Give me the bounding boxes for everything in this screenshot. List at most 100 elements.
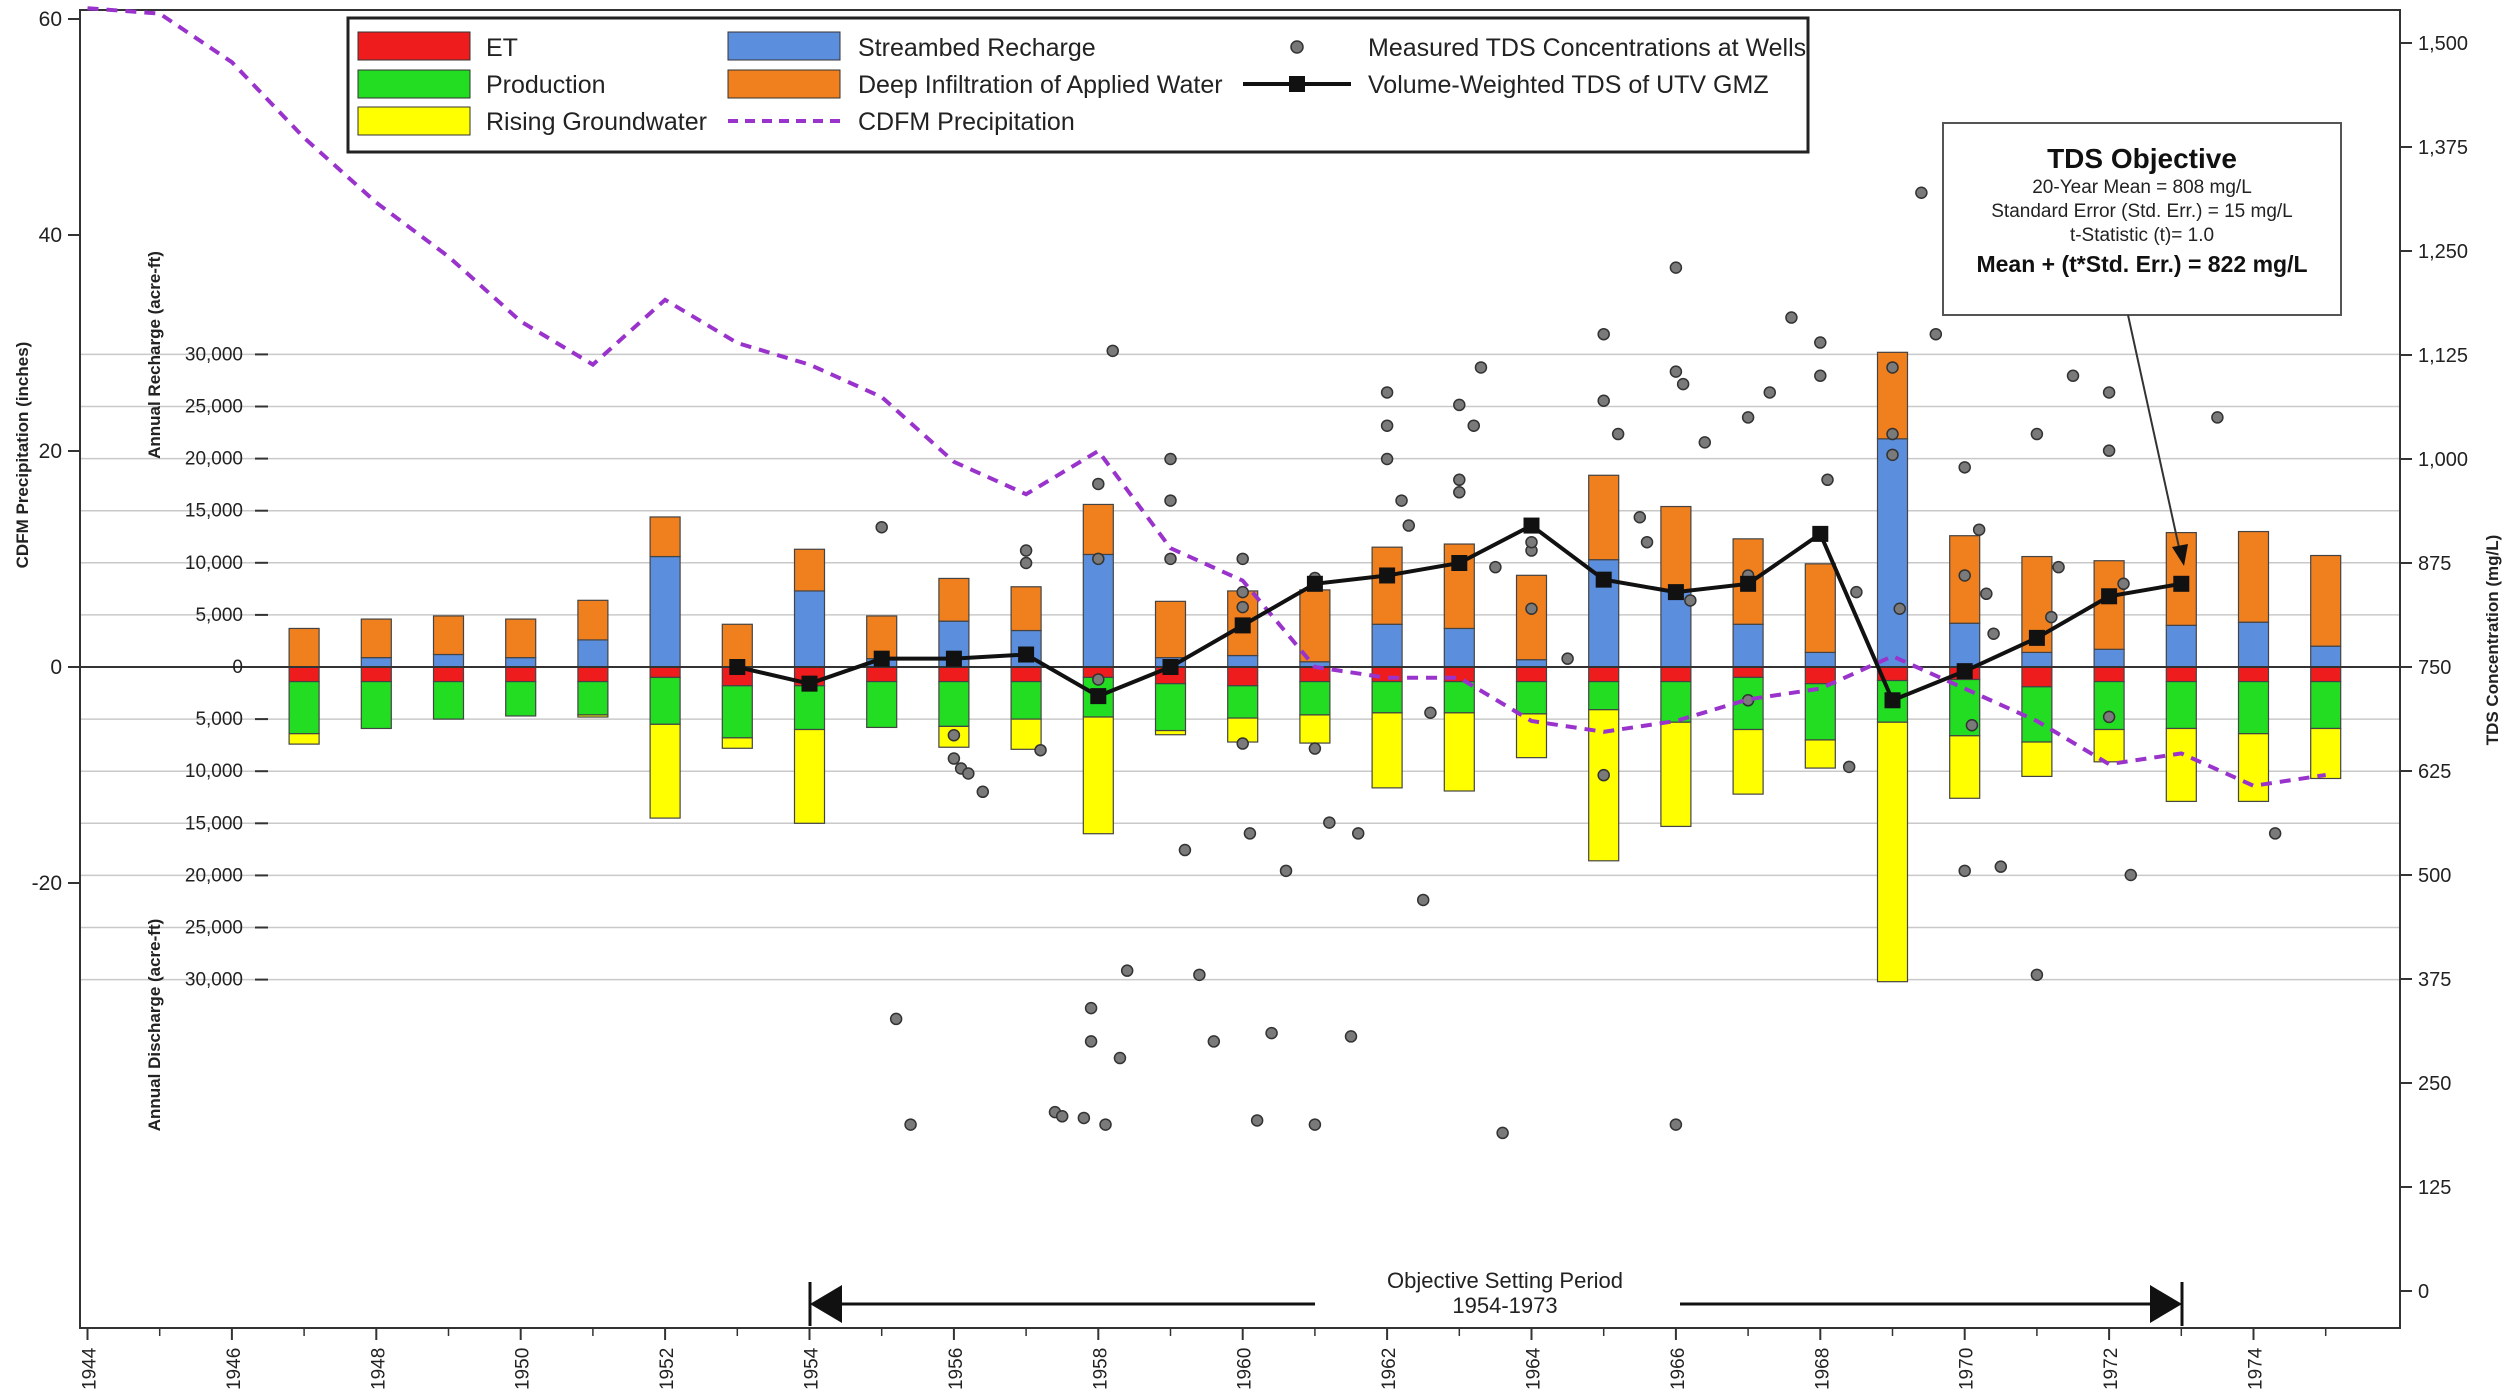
tds-marker [2028,629,2045,646]
tds-marker [1306,575,1323,592]
legend-swatch-deep [727,69,841,99]
discharge-bar [577,680,609,716]
recharge-bar [432,615,465,656]
discharge-bar [1804,666,1836,685]
well-point [1236,737,1249,750]
discharge-bar [1804,683,1836,741]
recharge-bar [2310,645,2342,668]
well-point [1980,587,1993,601]
recharge-bar [793,590,826,668]
well-point [2030,968,2044,982]
well-point [1164,552,1177,566]
legend-swatch-rising [357,106,471,136]
discharge-bar [2237,666,2270,683]
precipitation-series [87,6,2326,788]
well-point [1092,673,1105,686]
discharge-bar [1732,728,1764,795]
right-tick-label: 625 [2418,761,2451,783]
discharge-bar [649,723,681,819]
discharge-bar [1588,680,1620,711]
period-arrowhead-left [810,1285,842,1323]
left-tick-label: 0 [50,656,62,679]
well-point [2045,610,2058,624]
tds-marker [1812,525,1829,542]
well-point [1467,419,1480,432]
discharge-bar [1660,721,1692,828]
plot-frame [79,9,2401,1329]
objective-line4: Mean + (t*Std. Err.) = 822 mg/L [1976,251,2307,277]
right-axis-label: TDS Concentration (mg/L) [2483,535,2502,746]
well-point [1474,361,1488,374]
recharge-bar [649,555,681,668]
discharge-tick-label: 30,000 [185,970,243,991]
well-point [1236,585,1249,599]
legend-label-production: Production [486,71,606,99]
well-point [1019,556,1033,570]
well-point [1669,261,1683,274]
objective-leader [2127,314,2181,553]
legend-label-rising: Rising Groundwater [486,108,707,136]
well-point [1344,1030,1358,1043]
axes-ticks: 1944 1946 1948 1950 1952 1954 1956 1958 1960 1962… [32,8,2468,1390]
well-point [1243,827,1257,840]
bars-group [288,351,2342,983]
x-tick-label: 1964 [1524,1347,1545,1390]
recharge-bar [1154,600,1187,659]
right-tick-label: 250 [2418,1073,2451,1095]
objective-title: TDS Objective [2047,143,2237,174]
x-tick-label: 1968 [1812,1348,1833,1390]
recharge-bar [1660,505,1692,592]
well-point [1034,743,1047,757]
discharge-bar [288,680,320,735]
discharge-bar [866,666,898,683]
discharge-bar [577,666,609,683]
x-tick-label: 1952 [657,1348,678,1390]
recharge-tick-label: 15,000 [185,501,243,522]
x-tick-label: 1946 [224,1348,245,1390]
discharge-bar [505,666,537,683]
recharge-bar [577,599,609,641]
discharge-bar [1154,683,1187,732]
legend-box [346,16,1810,154]
discharge-bar [1660,680,1692,723]
tds-marker [1956,663,1973,680]
recharge-bar [505,618,537,659]
well-point [1698,436,1712,449]
legend-swatch-production [357,69,471,99]
discharge-bar [2165,666,2197,683]
discharge-bar [288,666,320,683]
discharge-bar [1660,666,1692,683]
discharge-tick-label: 25,000 [185,918,243,939]
well-point [1814,336,1827,349]
well-point [1525,535,1538,549]
discharge-bar [1443,712,1475,792]
period-label: Objective Setting Period [1387,1268,1623,1293]
recharge-bar [1804,651,1836,668]
discharge-bar [432,666,465,683]
discharge-bar [1515,680,1548,715]
well-point [1084,1001,1098,1015]
discharge-bar [793,685,826,731]
discharge-bar [1949,735,1981,799]
left-tick-label: 20 [39,440,62,463]
discharge-bar [2093,728,2125,763]
objective-line2: Standard Error (Std. Err.) = 15 mg/L [1991,201,2293,222]
well-point [1684,594,1697,607]
well-point [2211,411,2224,424]
well-point [1915,186,1928,200]
legend-label-deep: Deep Infiltration of Applied Water [858,71,1223,99]
x-tick-label: 1970 [1957,1348,1978,1390]
well-point [1994,860,2008,873]
well-point [1597,394,1610,408]
discharge-bar [1299,714,1331,744]
tds-marker [1379,567,1396,584]
recharge-tick-label: 10,000 [185,553,243,574]
well-point [2102,386,2116,399]
recharge-bar [432,653,465,668]
discharge-bar [721,737,753,749]
right-tick-label: 1,500 [2418,33,2468,55]
legend-label-streambed: Streambed Recharge [858,34,1096,62]
x-tick-label: 1960 [1235,1348,1256,1390]
well-point [1279,864,1293,878]
tds-marker [1523,517,1540,534]
